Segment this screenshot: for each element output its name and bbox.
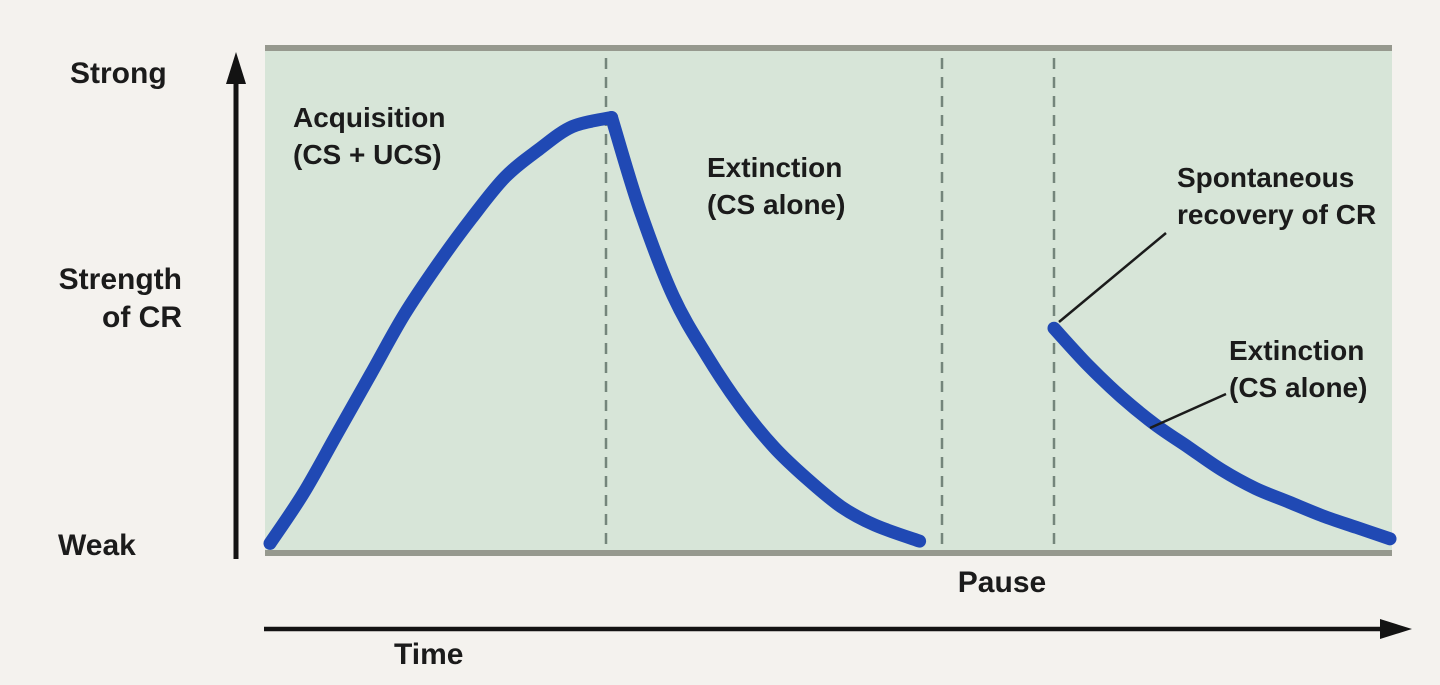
annotation-extinction-1-line2: (CS alone) bbox=[707, 189, 846, 220]
plot-area bbox=[265, 45, 1392, 556]
cr-strength-curves bbox=[263, 111, 1397, 550]
pause-label: Pause bbox=[957, 566, 1047, 599]
annotation-acquisition: Acquisition (CS + UCS) bbox=[293, 99, 445, 173]
x-axis-arrow bbox=[264, 619, 1412, 639]
annotation-spontaneous-recovery-line2: recovery of CR bbox=[1177, 199, 1377, 230]
plot-bottom-border bbox=[265, 550, 1392, 556]
annotation-spontaneous-recovery-line1: Spontaneous bbox=[1177, 162, 1355, 193]
y-axis-title: Strength of CR bbox=[38, 261, 182, 337]
curve-acquisition bbox=[263, 111, 619, 550]
annotation-acquisition-line1: Acquisition bbox=[293, 102, 446, 133]
annotation-acquisition-line2: (CS + UCS) bbox=[293, 139, 442, 170]
x-axis-title: Time bbox=[394, 638, 464, 671]
annotation-extinction-2: Extinction (CS alone) bbox=[1229, 332, 1367, 406]
phase-divider-lines bbox=[604, 58, 1056, 549]
y-axis-title-line2: of CR bbox=[102, 301, 182, 334]
annotation-extinction-2-line2: (CS alone) bbox=[1229, 372, 1368, 403]
curve-spontaneous-recovery-extinction bbox=[1047, 321, 1397, 546]
y-axis-title-line1: Strength bbox=[58, 263, 182, 296]
plot-top-border bbox=[265, 45, 1392, 51]
annotation-spontaneous-recovery: Spontaneous recovery of CR bbox=[1177, 159, 1376, 233]
y-tick-label-strong: Strong bbox=[70, 57, 167, 90]
pointer-line-extinction-2 bbox=[1149, 392, 1227, 430]
annotation-extinction-2-line1: Extinction bbox=[1229, 335, 1365, 366]
annotation-extinction-1: Extinction (CS alone) bbox=[707, 149, 845, 223]
annotation-extinction-1-line1: Extinction bbox=[707, 152, 843, 183]
pointer-line-spontaneous-recovery bbox=[1058, 232, 1167, 323]
y-axis-arrow bbox=[226, 52, 246, 559]
curve-extinction-1 bbox=[605, 111, 927, 548]
y-tick-label-weak: Weak bbox=[58, 529, 136, 562]
